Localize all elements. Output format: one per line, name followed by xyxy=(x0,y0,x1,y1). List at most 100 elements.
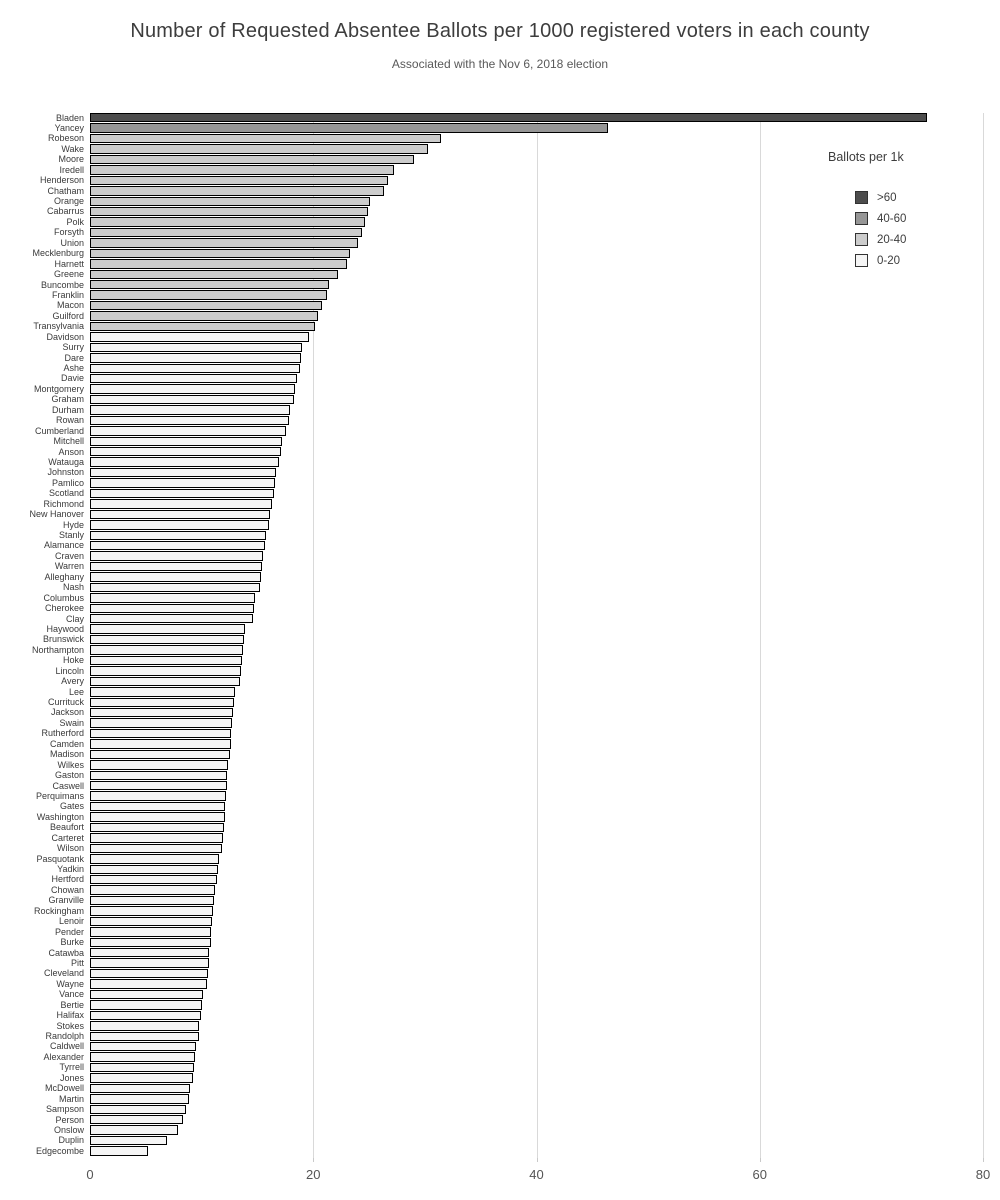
bar xyxy=(90,854,220,864)
legend-items: >60 40-60 20-40 0-20 xyxy=(826,191,966,267)
bar xyxy=(90,895,214,906)
bar xyxy=(90,227,363,238)
bar-row: Wilkes xyxy=(0,760,1000,770)
county-label: Onslow xyxy=(53,1124,84,1135)
bar-row: McDowell xyxy=(0,1083,1000,1093)
bar-row: Sampson xyxy=(0,1104,1000,1114)
bar-row: Chowan xyxy=(0,885,1000,895)
bar-row: Edgecombe xyxy=(0,1146,1000,1156)
legend-label: 20-40 xyxy=(877,233,907,246)
bar-row: Gaston xyxy=(0,770,1000,780)
x-tick-label: 40 xyxy=(529,1166,544,1182)
county-label: Beaufort xyxy=(49,822,84,833)
x-tick-mark xyxy=(313,1157,315,1162)
bar xyxy=(90,874,218,885)
bar-row: Pitt xyxy=(0,958,1000,968)
bar xyxy=(90,1021,200,1031)
bar xyxy=(90,958,210,968)
bar-row: Macon xyxy=(0,300,1000,310)
county-label: Stanly xyxy=(58,530,84,540)
bar-row: Bladen xyxy=(0,113,1000,123)
bar-rows: Bladen Yancey Robeson Wake Moore Iredell Hende… xyxy=(0,113,1000,1158)
bar xyxy=(90,1000,202,1010)
bar-row: Buncombe xyxy=(0,280,1000,290)
bar xyxy=(90,937,211,947)
county-label: Yancey xyxy=(54,122,84,133)
county-label: Currituck xyxy=(47,697,84,707)
plot-area: Bladen Yancey Robeson Wake Moore Iredell Hende… xyxy=(0,112,1000,1158)
bar xyxy=(90,927,211,937)
county-label: Cherokee xyxy=(44,603,84,614)
legend-swatch xyxy=(855,191,868,204)
county-label: Wilkes xyxy=(57,759,85,770)
bar-row: Perquimans xyxy=(0,791,1000,801)
bar-row: Lincoln xyxy=(0,666,1000,676)
bar xyxy=(90,113,928,123)
bar xyxy=(90,467,277,478)
bar-row: Mecklenburg xyxy=(0,248,1000,258)
bar xyxy=(90,843,222,854)
county-label: Gaston xyxy=(54,770,84,781)
bar xyxy=(90,687,236,697)
gridline-x-60 xyxy=(759,112,761,1158)
bar-row: Pender xyxy=(0,927,1000,937)
bar xyxy=(90,572,261,582)
county-label: Jackson xyxy=(50,707,84,718)
bar-row: Cherokee xyxy=(0,603,1000,613)
bar xyxy=(90,1073,193,1083)
bar xyxy=(90,1052,195,1062)
county-label: Union xyxy=(60,237,84,248)
gridline-x-20 xyxy=(313,112,315,1158)
bar xyxy=(90,520,269,530)
bar xyxy=(90,175,389,186)
county-label: Washington xyxy=(36,811,84,822)
bar xyxy=(90,478,276,488)
county-label: Wilson xyxy=(56,843,84,854)
bar xyxy=(90,989,203,1000)
county-label: Stokes xyxy=(56,1020,84,1031)
gridline-x-80 xyxy=(983,112,984,1158)
bar-row: Person xyxy=(0,1115,1000,1125)
bar-row: Scotland xyxy=(0,488,1000,498)
county-label: Scotland xyxy=(48,488,84,499)
legend-title: Ballots per 1k xyxy=(828,150,904,164)
county-label: Martin xyxy=(58,1093,84,1104)
bar xyxy=(90,342,303,353)
county-label: Caswell xyxy=(52,780,84,791)
bar-row: Halifax xyxy=(0,1010,1000,1020)
legend-label: 0-20 xyxy=(877,254,901,267)
county-label: Madison xyxy=(49,749,84,760)
bar xyxy=(90,1115,183,1125)
bar-row: Alamance xyxy=(0,540,1000,550)
bar-row: Craven xyxy=(0,551,1000,561)
legend-item: 0-20 xyxy=(826,254,966,267)
bar-row: Polk xyxy=(0,217,1000,227)
bar-row: Northampton xyxy=(0,645,1000,655)
county-label: Wake xyxy=(61,143,84,154)
bar-row: Transylvania xyxy=(0,321,1000,331)
county-label: Brunswick xyxy=(42,634,84,645)
bar xyxy=(90,311,318,321)
county-label: Greene xyxy=(53,269,84,280)
bar-row: Surry xyxy=(0,342,1000,352)
bar-row: Nash xyxy=(0,582,1000,592)
bar-row: Onslow xyxy=(0,1125,1000,1135)
bar-row: Davie xyxy=(0,373,1000,383)
bar xyxy=(90,655,242,666)
bar xyxy=(90,426,287,436)
county-label: Pender xyxy=(54,926,84,937)
county-label: Anson xyxy=(58,446,84,457)
county-label: Hyde xyxy=(62,519,84,530)
x-tick-mark xyxy=(983,1157,984,1162)
county-label: Ashe xyxy=(63,363,84,373)
bar xyxy=(90,864,219,874)
county-label: Chatham xyxy=(47,185,84,196)
county-label: Camden xyxy=(49,738,84,749)
bar-row: Henderson xyxy=(0,175,1000,185)
county-label: Buncombe xyxy=(40,279,84,290)
county-label: Rockingham xyxy=(33,905,84,916)
county-label: Alleghany xyxy=(44,571,84,582)
county-label: Vance xyxy=(59,989,84,1000)
county-label: Johnston xyxy=(47,467,84,478)
